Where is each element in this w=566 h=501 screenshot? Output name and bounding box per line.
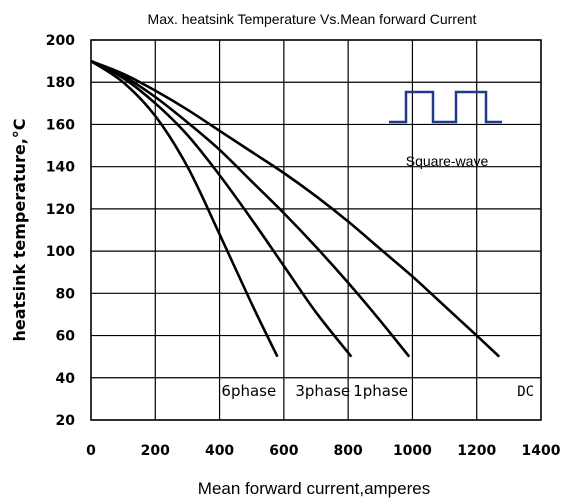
series-label-6phase: 6phase (221, 382, 276, 400)
y-axis-label: heatsink temperature,°C (10, 118, 29, 341)
y-tick-label: 20 (56, 413, 76, 429)
x-tick-label: 0 (86, 443, 96, 459)
x-tick-label: 1200 (457, 443, 496, 459)
chart-title: Max. heatsink Temperature Vs.Mean forwar… (148, 11, 477, 27)
series-line-3phase (90, 59, 353, 358)
x-tick-label: 400 (205, 443, 234, 459)
series-labels: 6phase 3phase 1phase DC (221, 382, 534, 400)
y-tick-label: 120 (46, 202, 75, 218)
y-tick-label: 160 (46, 117, 75, 133)
x-ticks: 0 200 400 600 800 1000 1200 1400 (86, 443, 561, 459)
x-tick-label: 1400 (522, 443, 561, 459)
series-line-dc (90, 59, 501, 358)
square-wave-label: Square-wave (406, 153, 489, 169)
x-axis-label: Mean forward current,amperes (198, 479, 430, 498)
series-label-3phase: 3phase (295, 382, 350, 400)
x-tick-label: 600 (269, 443, 298, 459)
series-line-6phase (90, 60, 279, 358)
square-wave-inset: Square-wave (389, 90, 502, 169)
x-tick-label: 800 (334, 443, 363, 459)
x-tick-label: 200 (141, 443, 170, 459)
y-tick-label: 180 (46, 75, 75, 91)
plot-frame (90, 39, 542, 421)
y-ticks: 20 40 60 80 100 120 140 160 180 200 (46, 33, 75, 429)
square-wave-symbol (389, 90, 502, 124)
series-line-1phase (90, 59, 411, 358)
y-tick-label: 60 (56, 329, 76, 345)
x-tick-label: 1000 (393, 443, 432, 459)
series-label-dc: DC (517, 384, 534, 400)
y-tick-label: 80 (56, 286, 76, 302)
series-label-1phase: 1phase (353, 382, 408, 400)
series-lines (90, 59, 501, 358)
y-tick-label: 140 (46, 160, 75, 176)
y-tick-label: 200 (46, 33, 75, 49)
y-tick-label: 100 (46, 244, 75, 260)
grid (90, 39, 542, 421)
y-tick-label: 40 (56, 371, 76, 387)
